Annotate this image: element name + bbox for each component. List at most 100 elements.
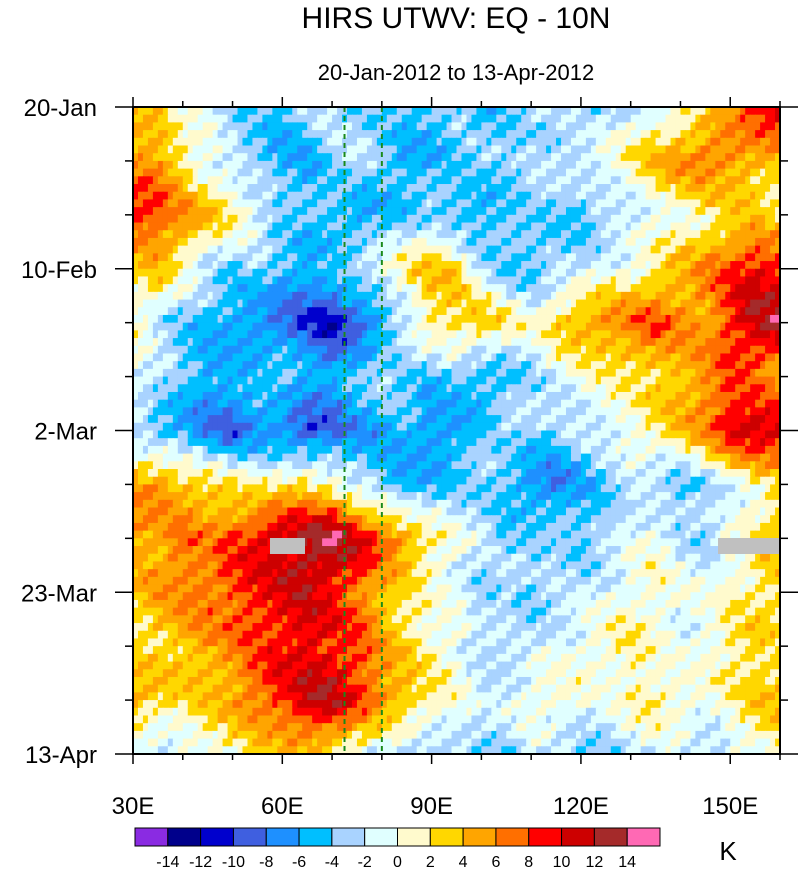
field-cell [322,253,328,262]
field-cell [715,145,721,154]
field-cell [546,276,552,285]
field-cell [396,291,403,301]
field-cell [411,261,418,270]
field-cell [272,376,278,385]
field-cell [157,361,164,370]
field-cell [516,268,522,278]
field-cell [177,368,184,378]
field-cell [765,384,771,393]
field-cell [685,376,692,385]
field-cell [755,268,761,278]
field-cell [217,207,224,216]
field-cell [416,322,423,331]
field-cell [307,245,313,254]
field-cell [715,160,721,170]
field-cell [775,230,780,239]
field-cell [625,261,632,270]
field-cell [426,376,433,385]
field-cell [630,214,637,224]
field-cell [147,137,154,147]
field-cell [396,114,403,123]
field-cell [551,145,557,154]
field-cell [361,230,368,239]
field-cell [431,168,438,177]
field-cell [516,314,522,324]
field-cell [337,114,343,123]
field-cell [401,322,408,331]
field-cell [476,307,482,316]
field-cell [361,314,368,324]
field-cell [332,207,338,216]
field-cell [446,199,453,208]
field-cell [152,222,159,231]
field-cell [570,268,577,278]
field-cell [556,338,562,347]
field-cell [297,145,303,154]
field-cell [610,199,617,208]
field-cell [202,291,209,301]
field-cell [640,322,647,331]
field-cell [282,222,288,231]
field-cell [541,222,547,231]
field-cell [665,153,672,162]
field-cell [406,322,413,331]
field-cell [137,338,144,347]
field-cell [446,384,453,393]
field-cell [162,338,169,347]
field-cell [172,222,179,231]
field-cell [297,345,303,355]
field-cell [431,176,438,185]
field-cell [565,107,572,116]
field-cell [222,361,229,370]
field-cell [630,284,637,293]
field-cell [252,284,259,293]
field-cell [476,237,482,247]
field-cell [755,345,761,355]
field-cell [506,322,512,331]
field-cell [386,130,393,139]
field-cell [366,314,373,324]
field-cell [461,214,468,224]
field-cell [700,122,706,131]
field-cell [267,145,273,154]
field-cell [147,314,154,324]
field-cell [625,368,632,378]
field-cell [396,130,403,139]
field-cell [476,376,482,385]
field-cell [133,376,139,385]
field-cell [187,176,194,185]
field-cell [695,353,701,362]
field-cell [167,399,174,408]
field-cell [396,330,403,339]
field-cell [496,137,502,147]
field-cell [466,107,473,116]
field-cell [312,322,318,331]
field-cell [760,137,766,147]
field-cell [765,276,771,285]
field-cell [351,284,358,293]
field-cell [232,268,239,278]
field-cell [580,268,587,278]
field-cell [366,191,373,201]
field-cell [690,153,696,162]
field-cell [182,107,189,116]
field-cell [366,399,373,408]
field-cell [630,107,637,116]
field-cell [207,130,214,139]
field-cell [491,160,497,170]
field-cell [292,253,298,262]
field-cell [157,314,164,324]
field-cell [740,160,746,170]
field-cell [526,368,532,378]
field-cell [496,276,502,285]
field-cell [133,214,139,224]
field-cell [317,199,323,208]
field-cell [137,122,144,131]
field-cell [167,153,174,162]
field-cell [610,153,617,162]
field-cell [660,122,667,131]
field-cell [486,253,492,262]
field-cell [620,253,627,262]
field-cell [441,168,448,177]
field-cell [416,122,423,131]
